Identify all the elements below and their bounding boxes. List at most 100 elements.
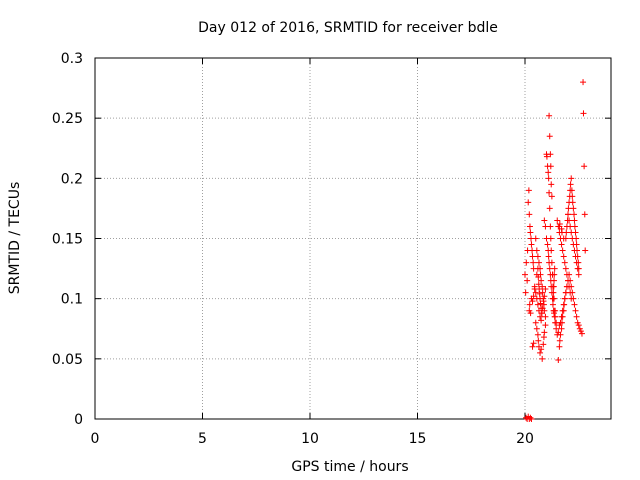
- data-point: [545, 175, 552, 182]
- data-point: [535, 337, 542, 344]
- data-point: [553, 325, 560, 332]
- data-point: [561, 301, 568, 308]
- data-point: [535, 274, 542, 281]
- data-point: [526, 211, 533, 218]
- y-tick-label: 0: [74, 412, 83, 428]
- data-point: [529, 343, 536, 350]
- data-point: [527, 229, 534, 236]
- data-point: [570, 205, 577, 212]
- data-point: [571, 301, 578, 308]
- y-tick-label: 0.15: [52, 232, 83, 248]
- data-point: [569, 193, 576, 200]
- x-tick-labels: 0 5 10 15 20: [91, 431, 534, 447]
- data-point: [581, 211, 588, 218]
- data-point: [578, 330, 585, 337]
- data-point: [538, 310, 545, 317]
- data-point: [538, 305, 545, 312]
- data-point: [548, 181, 555, 188]
- x-tick-label: 20: [516, 431, 534, 447]
- data-point: [556, 337, 563, 344]
- data-point: [528, 416, 535, 422]
- data-point: [571, 211, 578, 218]
- axis-ticks: [94, 57, 611, 420]
- data-point: [574, 265, 581, 272]
- data-point: [534, 301, 541, 308]
- data-point: [542, 322, 549, 329]
- data-point: [551, 277, 558, 284]
- data-point: [570, 241, 577, 248]
- data-point: [568, 283, 575, 290]
- data-point: [546, 205, 553, 212]
- data-point: [566, 271, 573, 278]
- data-point: [548, 193, 555, 200]
- data-point: [543, 153, 550, 160]
- data-point: [547, 223, 554, 230]
- data-point: [534, 265, 541, 272]
- data-point: [550, 289, 557, 296]
- data-point: [546, 189, 553, 196]
- data-point: [561, 259, 568, 266]
- data-point: [552, 313, 559, 320]
- data-point: [568, 187, 575, 194]
- data-point: [549, 295, 556, 302]
- data-point: [547, 151, 554, 158]
- data-point: [560, 253, 567, 260]
- data-point: [548, 247, 555, 254]
- chart-title: Day 012 of 2016, SRMTID for receiver bdl…: [198, 20, 498, 36]
- data-point: [551, 265, 558, 272]
- data-point: [569, 289, 576, 296]
- data-point: [529, 253, 536, 260]
- data-point: [526, 223, 533, 230]
- data-point: [562, 289, 569, 296]
- data-point: [568, 175, 575, 182]
- data-point: [537, 349, 544, 356]
- data-point: [538, 346, 545, 353]
- data-point: [533, 247, 540, 254]
- data-point: [565, 211, 571, 218]
- data-point: [546, 112, 553, 119]
- data-point: [562, 265, 569, 272]
- data-point: [581, 163, 588, 170]
- data-point: [532, 235, 539, 242]
- data-point: [567, 223, 574, 230]
- data-point: [556, 221, 563, 228]
- data-point: [530, 293, 537, 300]
- data-point: [538, 277, 545, 284]
- data-point: [567, 181, 574, 188]
- data-point: [523, 259, 530, 266]
- data-point: [561, 295, 568, 302]
- data-point: [547, 163, 554, 170]
- data-point: [569, 199, 576, 206]
- data-point: [549, 301, 556, 308]
- data-point: [540, 341, 547, 348]
- data-point: [572, 253, 579, 260]
- data-point: [527, 310, 534, 317]
- data-point: [526, 301, 533, 308]
- data-points: [522, 79, 589, 422]
- grid-lines: [95, 58, 611, 419]
- x-tick-label: 15: [409, 431, 427, 447]
- data-point: [534, 331, 541, 338]
- data-point: [570, 295, 577, 302]
- data-point: [539, 289, 546, 296]
- data-point: [571, 217, 578, 224]
- data-point: [547, 235, 554, 242]
- data-point: [534, 253, 541, 260]
- data-point: [541, 329, 548, 336]
- data-point: [560, 235, 567, 242]
- data-point: [540, 298, 547, 305]
- data-point: [555, 357, 562, 364]
- x-tick-label: 10: [301, 431, 319, 447]
- data-point: [559, 313, 566, 320]
- data-point: [542, 286, 549, 293]
- data-point: [573, 259, 580, 266]
- data-point: [529, 298, 536, 305]
- data-point: [545, 253, 552, 260]
- data-point: [559, 247, 566, 254]
- data-point: [532, 289, 539, 296]
- data-point: [580, 79, 587, 86]
- data-point: [533, 325, 540, 332]
- data-point: [572, 307, 579, 314]
- y-tick-label: 0.3: [61, 51, 83, 67]
- data-point: [538, 317, 545, 324]
